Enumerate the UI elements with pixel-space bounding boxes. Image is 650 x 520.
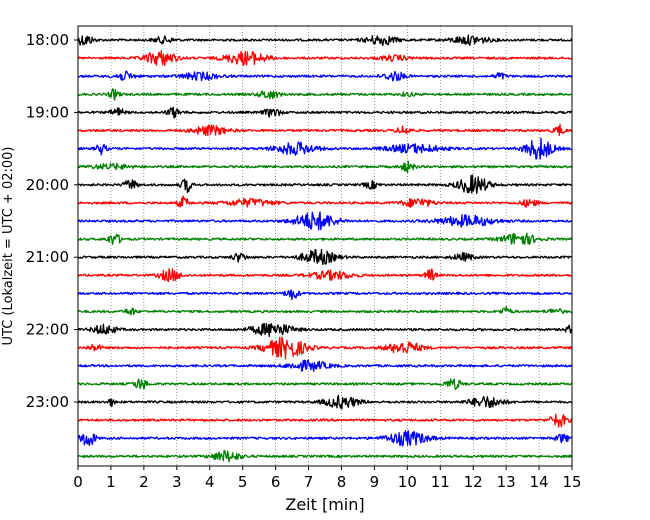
- y-axis-ticks: 18:00 19:00 20:00 21:00 22:00 23:00: [26, 31, 78, 411]
- trace-line: [77, 359, 573, 372]
- trace-line: [77, 160, 573, 174]
- x-tick-label: 2: [139, 473, 149, 491]
- trace-line: [77, 174, 573, 194]
- trace-line: [77, 413, 573, 428]
- x-tick-label: 1: [106, 473, 116, 491]
- x-tick-label: 8: [337, 473, 347, 491]
- trace-line: [77, 248, 573, 266]
- x-tick-label: 5: [238, 473, 248, 491]
- plot-frame: [77, 25, 573, 467]
- trace-line: [77, 34, 573, 47]
- x-tick-label: 0: [73, 473, 83, 491]
- x-tick-label: 9: [370, 473, 380, 491]
- trace-line: [77, 195, 573, 208]
- trace-line: [77, 449, 573, 463]
- trace-line: [77, 211, 573, 231]
- trace-line: [77, 430, 573, 447]
- x-tick-label: 3: [172, 473, 182, 491]
- x-axis-ticks: 0 1 2 3 4 5 6 7 8 9 10 11 12 13 14 15: [73, 466, 582, 491]
- trace-line: [77, 88, 573, 101]
- y-tick-label: 21:00: [26, 248, 69, 266]
- y-tick-label: 19:00: [26, 103, 69, 121]
- y-tick-label: 23:00: [26, 393, 69, 411]
- trace-line: [77, 378, 573, 391]
- trace-line: [77, 49, 573, 67]
- x-tick-label: 14: [530, 473, 549, 491]
- trace-line: [77, 123, 573, 137]
- y-tick-label: 22:00: [26, 321, 69, 339]
- x-tick-label: 12: [464, 473, 483, 491]
- trace-line: [77, 232, 573, 245]
- trace-line: [78, 305, 573, 316]
- x-tick-label: 15: [562, 473, 581, 491]
- trace-line: [77, 137, 573, 160]
- seismic-traces: [77, 34, 573, 463]
- trace-line: [77, 106, 573, 119]
- vertical-grid: [110, 26, 540, 466]
- trace-line: [77, 336, 573, 360]
- trace-line: [77, 289, 573, 301]
- trace-line: [77, 394, 573, 410]
- x-tick-label: 11: [431, 473, 450, 491]
- x-tick-label: 7: [304, 473, 314, 491]
- trace-line: [77, 268, 573, 283]
- trace-line: [77, 322, 573, 338]
- x-axis-label: Zeit [min]: [285, 495, 364, 514]
- y-tick-label: 18:00: [26, 31, 69, 49]
- y-axis-label: UTC (Lokalzeit = UTC + 02:00): [1, 147, 16, 346]
- x-tick-label: 13: [497, 473, 516, 491]
- x-tick-label: 10: [398, 473, 417, 491]
- x-tick-label: 4: [205, 473, 215, 491]
- trace-line: [77, 70, 573, 82]
- y-tick-label: 20:00: [26, 176, 69, 194]
- x-tick-label: 6: [271, 473, 281, 491]
